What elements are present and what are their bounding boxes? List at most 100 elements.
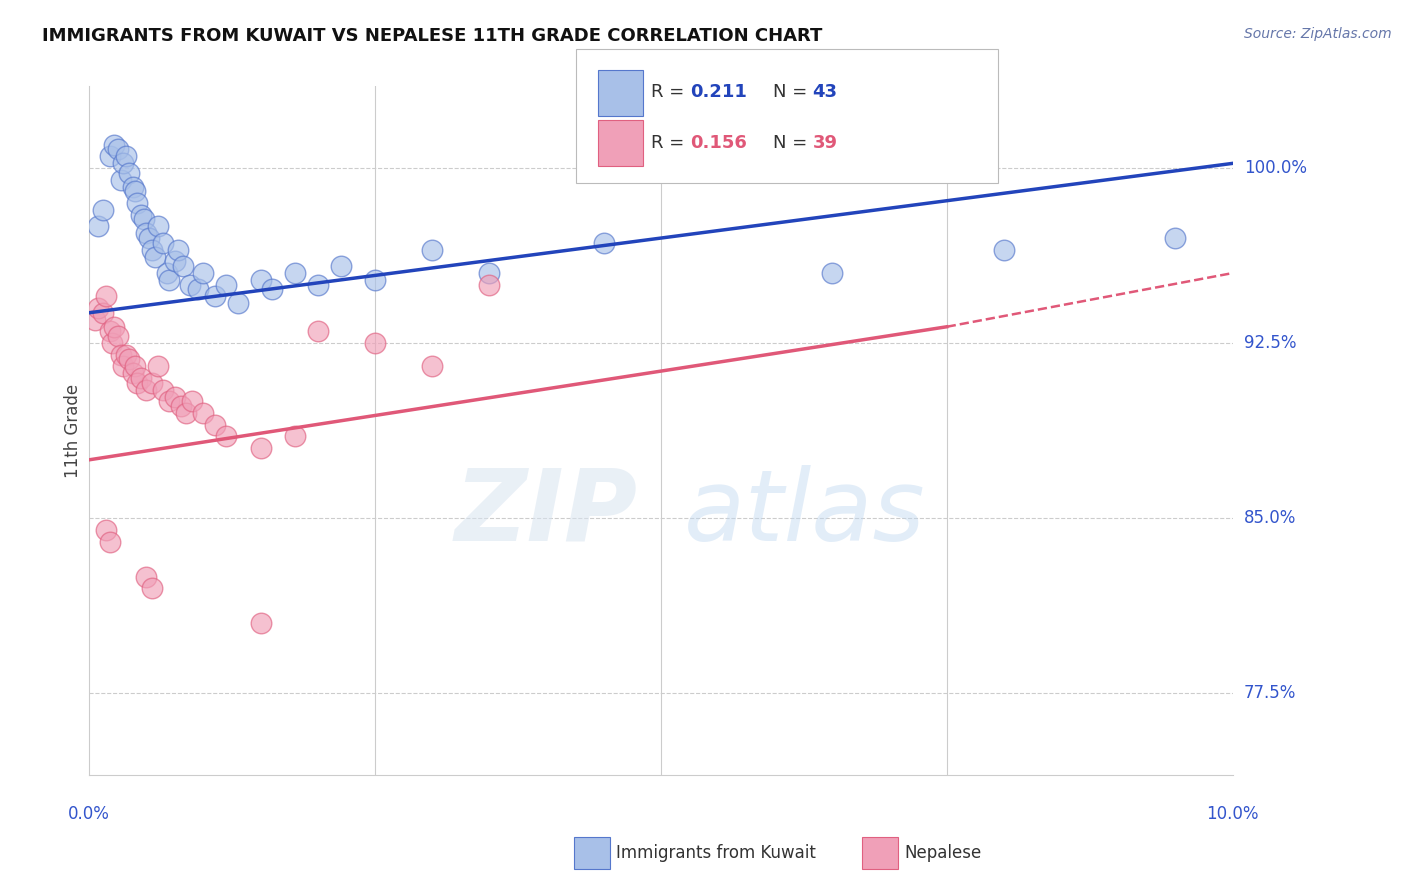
Point [284,266,307,280]
Point [215,429,238,443]
Point [141,581,163,595]
Text: 10.0%: 10.0% [1206,805,1258,823]
Text: 92.5%: 92.5% [1244,334,1296,352]
Point [107,142,129,156]
Text: ZIP: ZIP [456,465,638,562]
Point [172,259,194,273]
Point [132,212,155,227]
Point [124,185,146,199]
Point [284,429,307,443]
Point [135,569,157,583]
Point [112,359,135,374]
Point [181,394,204,409]
Text: 100.0%: 100.0% [1244,159,1306,177]
Point [993,243,1015,257]
Point [262,282,284,296]
Point [1164,231,1187,245]
Point [127,196,149,211]
Point [145,250,167,264]
Point [146,219,169,234]
Point [420,243,443,257]
Point [167,243,190,257]
Point [478,277,501,292]
Point [187,282,209,296]
Point [152,383,174,397]
Point [179,277,201,292]
Point [110,172,132,186]
Point [176,406,198,420]
Point [107,329,129,343]
Text: 77.5%: 77.5% [1244,684,1296,702]
Text: Nepalese: Nepalese [904,844,981,862]
Point [152,235,174,250]
Point [129,208,152,222]
Point [141,376,163,390]
Point [103,137,125,152]
Point [193,406,215,420]
Point [215,277,238,292]
Point [98,534,121,549]
Point [83,312,105,326]
Point [96,523,118,537]
Point [163,254,186,268]
Point [156,266,179,280]
Point [121,179,143,194]
Point [96,289,118,303]
Point [135,227,157,241]
Point [146,359,169,374]
Point [91,306,114,320]
Point [226,296,249,310]
Text: R =: R = [651,83,690,101]
Point [98,325,121,339]
Point [135,383,157,397]
Text: 0.211: 0.211 [690,83,747,101]
Point [169,399,191,413]
Point [138,231,160,245]
Point [420,359,443,374]
Point [307,277,329,292]
Text: R =: R = [651,134,690,152]
Point [249,273,271,287]
Point [118,352,141,367]
Point [114,348,136,362]
Point [114,149,136,163]
Point [329,259,352,273]
Text: Source: ZipAtlas.com: Source: ZipAtlas.com [1244,27,1392,41]
Point [193,266,215,280]
Text: 85.0%: 85.0% [1244,509,1296,527]
Point [157,394,180,409]
Text: atlas: atlas [683,465,925,562]
Point [91,203,114,218]
Text: 0.156: 0.156 [690,134,747,152]
Point [121,367,143,381]
Point [364,336,387,351]
Text: 39: 39 [813,134,838,152]
Text: 0.0%: 0.0% [69,805,110,823]
Point [124,359,146,374]
Point [249,441,271,455]
Point [204,417,226,432]
Text: N =: N = [773,134,813,152]
Point [129,371,152,385]
Point [103,319,125,334]
Point [307,325,329,339]
Point [204,289,226,303]
Point [87,219,110,234]
Point [478,266,501,280]
Point [112,156,135,170]
Point [821,266,844,280]
Point [163,390,186,404]
Point [249,616,271,631]
Text: N =: N = [773,83,813,101]
Point [592,235,614,250]
Point [110,348,132,362]
Point [87,301,110,315]
Point [364,273,387,287]
Text: IMMIGRANTS FROM KUWAIT VS NEPALESE 11TH GRADE CORRELATION CHART: IMMIGRANTS FROM KUWAIT VS NEPALESE 11TH … [42,27,823,45]
Point [157,273,180,287]
Point [118,166,141,180]
Point [141,243,163,257]
Y-axis label: 11th Grade: 11th Grade [65,384,82,478]
Text: 43: 43 [813,83,838,101]
Point [127,376,149,390]
